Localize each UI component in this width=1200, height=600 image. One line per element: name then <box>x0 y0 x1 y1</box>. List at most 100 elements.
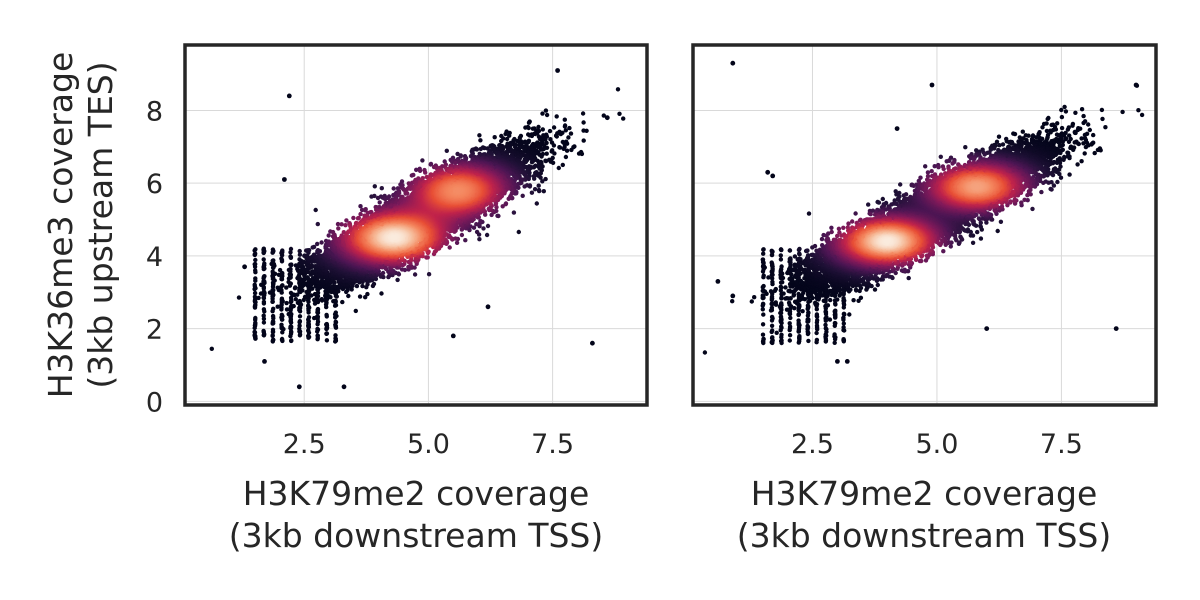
scatter-point <box>548 129 552 133</box>
scatter-point <box>555 114 559 118</box>
scatter-point <box>340 300 344 304</box>
scatter-point <box>315 314 319 318</box>
scatter-point <box>411 173 415 177</box>
scatter-point <box>271 328 275 332</box>
scatter-point <box>315 327 319 331</box>
scatter-point <box>507 197 511 201</box>
scatter-point <box>540 179 544 183</box>
scatter-point <box>413 272 417 276</box>
scatter-point <box>292 304 296 308</box>
scatter-point <box>485 233 489 237</box>
scatter-point <box>358 294 362 298</box>
scatter-point <box>372 282 376 286</box>
scatter-point <box>563 118 567 122</box>
scatter-point <box>314 208 318 212</box>
scatter-point <box>333 299 337 303</box>
scatter-point <box>253 291 257 295</box>
scatter-point <box>581 120 585 124</box>
scatter-point <box>271 338 275 342</box>
scatter-point <box>280 337 284 341</box>
scatter-point <box>288 254 292 258</box>
scatter-point <box>549 160 553 164</box>
scatter-point <box>358 212 362 216</box>
scatter-point <box>262 274 266 278</box>
scatter-point <box>346 294 350 298</box>
scatter-point <box>557 166 561 170</box>
scatter-point <box>288 267 292 271</box>
scatter-point <box>557 145 561 149</box>
scatter-point <box>289 338 293 342</box>
scatter-point <box>343 223 347 227</box>
scatter-point <box>523 125 527 129</box>
scatter-point <box>262 261 266 265</box>
scatter-point <box>517 230 521 234</box>
scatter-point <box>453 161 457 165</box>
scatter-point <box>315 333 319 337</box>
scatter-point <box>616 87 620 91</box>
scatter-point <box>262 300 266 304</box>
scatter-point <box>455 241 459 245</box>
scatter-point <box>325 338 329 342</box>
scatter-point <box>373 184 377 188</box>
scatter-point <box>320 297 324 301</box>
scatter-point <box>541 127 545 131</box>
scatter-point <box>253 316 257 320</box>
scatter-point <box>445 149 449 153</box>
scatter-point <box>486 224 490 228</box>
scatter-point <box>334 310 338 314</box>
scatter-point <box>262 257 266 261</box>
scatter-point <box>360 284 364 288</box>
scatter-point <box>530 191 534 195</box>
scatter-point <box>527 121 531 125</box>
scatter-point <box>271 307 275 311</box>
scatter-point <box>276 305 280 309</box>
scatter-point <box>564 155 568 159</box>
scatter-point <box>423 170 427 174</box>
scatter-point <box>324 313 328 317</box>
scatter-point <box>552 151 556 155</box>
scatter-point <box>298 299 302 303</box>
scatter-point <box>334 320 338 324</box>
scatter-point <box>293 285 297 289</box>
scatter-point <box>316 307 320 311</box>
scatter-point <box>479 147 483 151</box>
scatter-point <box>289 325 293 329</box>
scatter-point <box>294 297 298 301</box>
scatter-point <box>424 255 428 259</box>
scatter-point <box>356 216 360 220</box>
scatter-point <box>210 347 214 351</box>
scatter-point <box>253 283 257 287</box>
scatter-point <box>505 137 509 141</box>
scatter-point <box>261 329 265 333</box>
scatter-point <box>262 314 266 318</box>
scatter-point <box>561 163 565 167</box>
scatter-point <box>495 214 499 218</box>
scatter-point <box>581 111 585 115</box>
scatter-point <box>501 204 505 208</box>
scatter-point <box>351 216 355 220</box>
scatter-point <box>280 297 284 301</box>
scatter-point <box>237 295 241 299</box>
scatter-point <box>397 191 401 195</box>
scatter-point <box>493 135 497 139</box>
scatter-point <box>354 309 358 313</box>
scatter-point <box>336 226 340 230</box>
scatter-point <box>271 247 275 251</box>
scatter-point <box>262 247 266 251</box>
scatter-point <box>512 210 516 214</box>
scatter-point <box>325 322 329 326</box>
scatter-point <box>279 323 283 327</box>
scatter-point <box>418 169 422 173</box>
scatter-point <box>478 138 482 142</box>
scatter-point <box>298 249 302 253</box>
scatter-point <box>306 303 310 307</box>
scatter-point <box>566 135 570 139</box>
scatter-point <box>318 249 322 253</box>
scatter-point <box>477 237 481 241</box>
scatter-point <box>315 242 319 246</box>
scatter-point <box>325 331 329 335</box>
scatter-point <box>379 291 383 295</box>
scatter-point <box>280 283 284 287</box>
scatter-point <box>460 233 464 237</box>
